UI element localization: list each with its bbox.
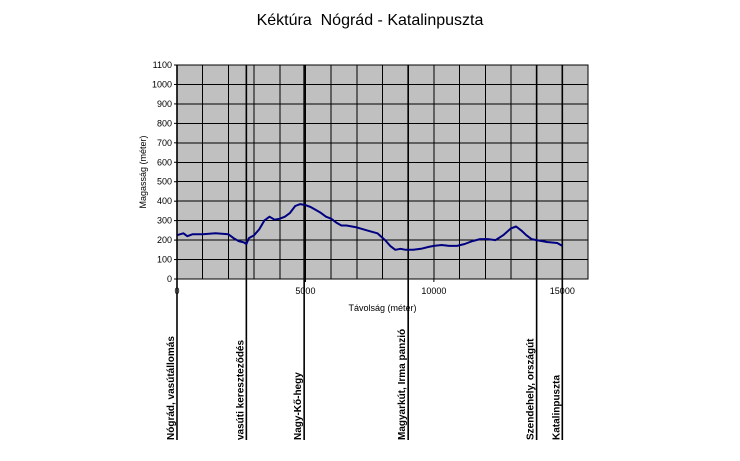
y-tick-label: 500 (157, 177, 172, 187)
y-tick-label: 1100 (153, 60, 172, 70)
y-tick-label: 1000 (152, 79, 172, 89)
y-tick-label: 0 (167, 274, 172, 284)
y-tick-label: 300 (157, 216, 172, 226)
station-label: Szendehely, országút (526, 338, 537, 440)
y-tick-label: 700 (157, 138, 172, 148)
x-tick-label: 0 (174, 286, 179, 296)
elevation-series-line (176, 203, 563, 251)
station-label: vasúti kereszteződés (235, 340, 246, 440)
y-tick-label: 600 (157, 157, 172, 167)
x-axis-label: Távolság (méter) (348, 303, 416, 313)
y-tick-label: 200 (157, 235, 172, 245)
station-label: Nógrád, vasútállomás (166, 336, 177, 440)
station-label: Magyarkút, Irma panzió (397, 329, 408, 440)
station-label: Nagy-Kő-hegy (293, 372, 304, 440)
y-tick-label: 400 (157, 196, 172, 206)
x-tick-label: 15000 (550, 286, 575, 296)
x-tick-label: 10000 (421, 286, 446, 296)
chart-title: Kéktúra Nógrád - Katalinpuszta (256, 12, 484, 29)
y-tick-label: 100 (157, 255, 172, 265)
station-label: Katalinpuszta (551, 375, 562, 440)
y-tick-label: 800 (157, 118, 172, 128)
y-tick-label: 900 (157, 99, 172, 109)
x-tick-label: 5000 (295, 286, 315, 296)
y-axis-label: Magasság (méter) (138, 135, 148, 208)
